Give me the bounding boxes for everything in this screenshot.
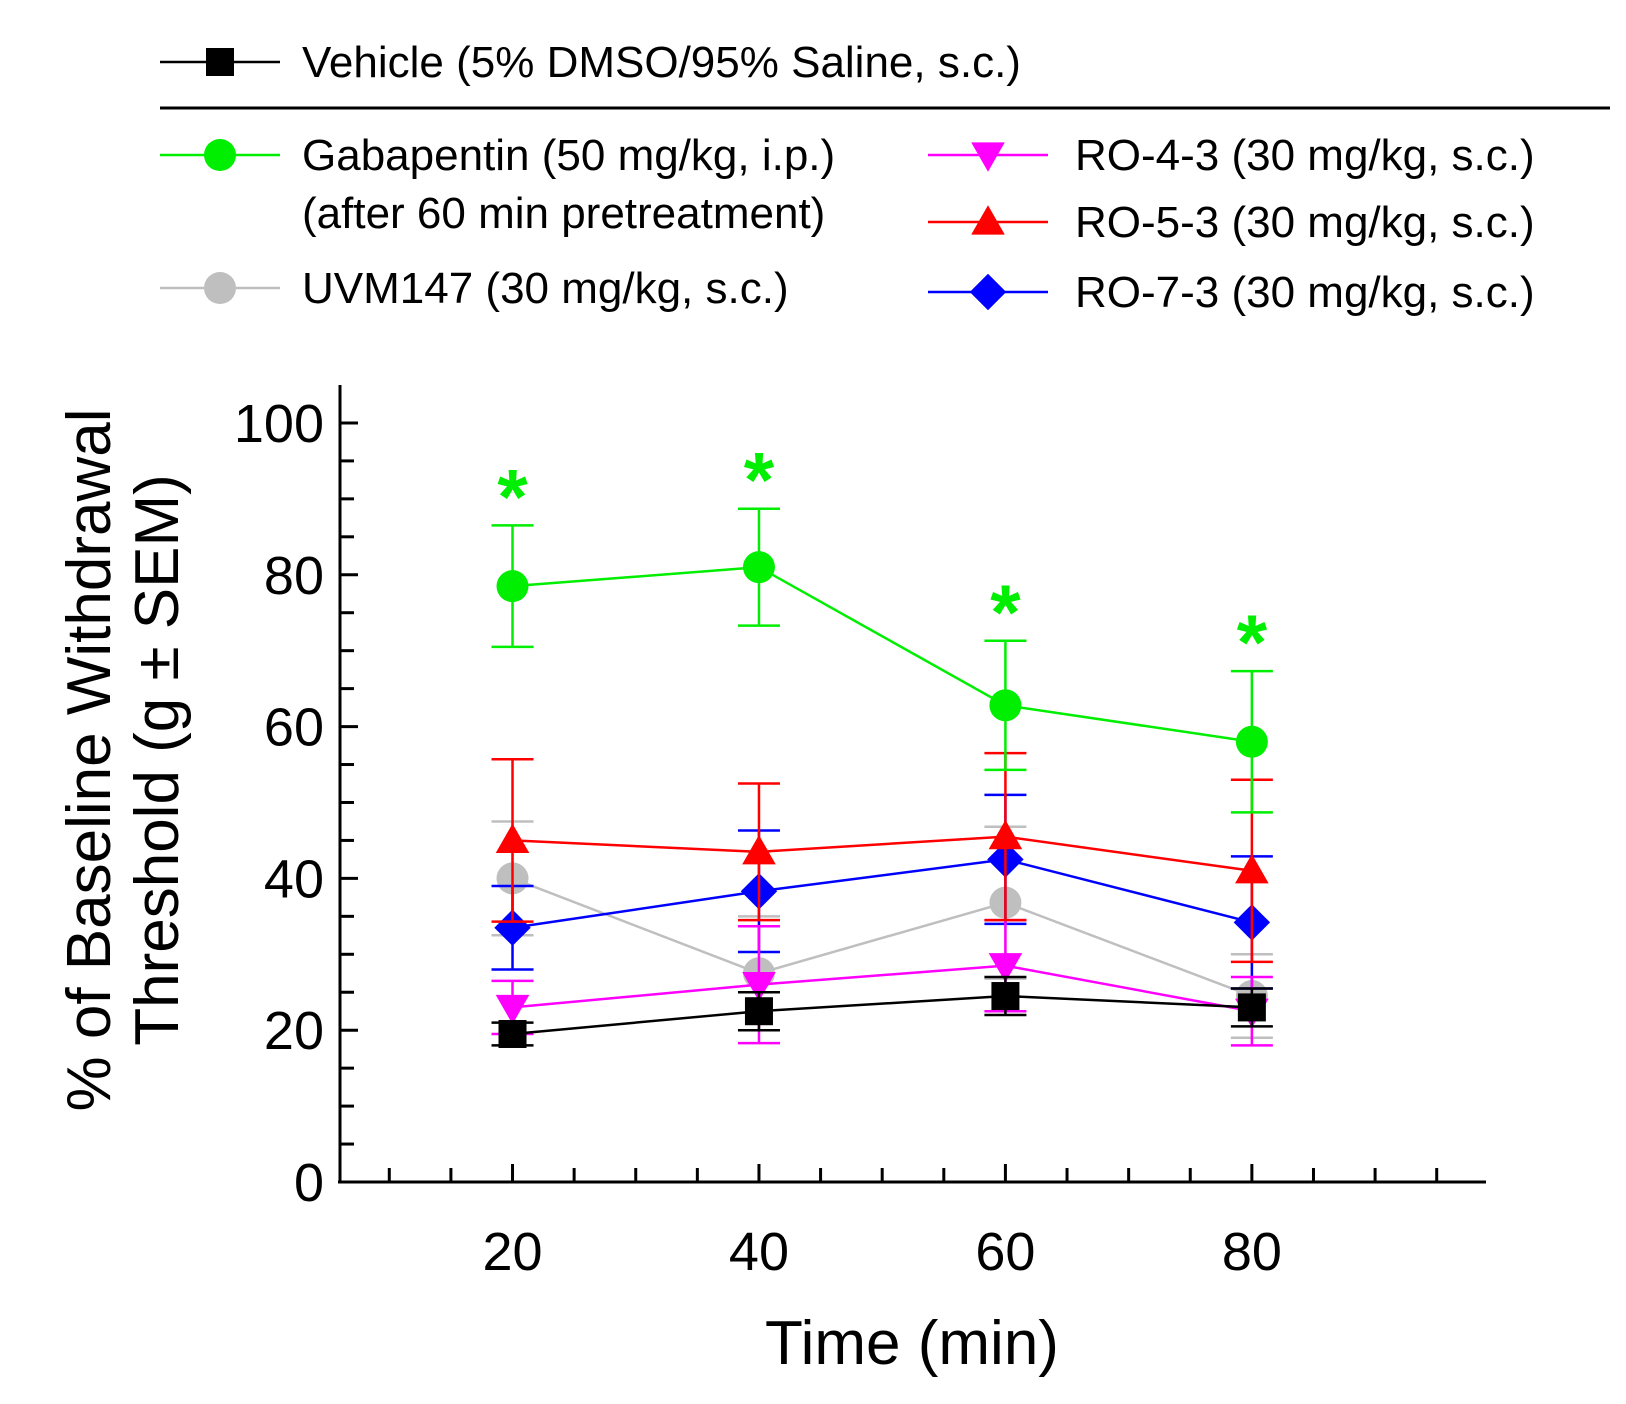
legend-label: Gabapentin (50 mg/kg, i.p.) — [302, 131, 835, 180]
data-point — [991, 982, 1020, 1011]
x-tick-label: 40 — [729, 1222, 789, 1282]
legend-item-uvm147: UVM147 (30 mg/kg, s.c.) — [160, 264, 789, 313]
x-axis-title: Time (min) — [765, 1309, 1059, 1378]
x-tick-label: 60 — [975, 1222, 1035, 1282]
series-line-ro53 — [512, 835, 1253, 873]
legend-label: Vehicle (5% DMSO/95% Saline, s.c.) — [302, 38, 1021, 87]
data-point — [742, 551, 775, 584]
y-tick-label: 60 — [264, 698, 324, 758]
data-point — [1237, 993, 1266, 1022]
legend-marker — [204, 272, 236, 304]
series-line-uvm147 — [512, 877, 1253, 998]
legend-label: UVM147 (30 mg/kg, s.c.) — [302, 264, 789, 313]
significance-marker: * — [497, 452, 528, 540]
data-point — [495, 994, 530, 1025]
legend-marker — [206, 48, 234, 76]
data-point — [1235, 725, 1268, 758]
x-ticks: 20 40 60 80 — [387, 1164, 1439, 1282]
data-point — [496, 570, 529, 603]
series-uvm147 — [491, 820, 1273, 1040]
data-point — [744, 997, 773, 1026]
legend-item-gabapentin: Gabapentin (50 mg/kg, i.p.) (after 60 min… — [160, 131, 835, 238]
y-ticks: 0 20 40 60 80 100 — [234, 394, 358, 1213]
y-tick-label: 100 — [234, 394, 324, 454]
data-point — [1235, 853, 1269, 884]
legend-item-vehicle: Vehicle (5% DMSO/95% Saline, s.c.) — [160, 38, 1021, 87]
significance-marker: * — [1237, 598, 1268, 686]
legend: Vehicle (5% DMSO/95% Saline, s.c.) Gabape… — [160, 38, 1535, 317]
significance-marker: * — [990, 568, 1021, 656]
data-point — [988, 819, 1023, 850]
legend-item-ro53: RO-5-3 (30 mg/kg, s.c.) — [928, 198, 1535, 247]
legend-label-line2: (after 60 min pretreatment) — [302, 189, 825, 238]
series-vehicle — [491, 975, 1273, 1048]
legend-label: RO-7-3 (30 mg/kg, s.c.) — [1075, 268, 1535, 317]
legend-label: RO-5-3 (30 mg/kg, s.c.) — [1075, 198, 1535, 247]
series-line-vehicle — [512, 994, 1252, 1036]
y-axis-title-line2: Threshold (g ± SEM) — [123, 474, 192, 1046]
data-point — [988, 953, 1023, 983]
legend-marker — [204, 139, 236, 171]
data-point — [989, 689, 1022, 722]
x-tick-label: 20 — [482, 1222, 542, 1282]
legend-marker — [971, 142, 1005, 172]
series-line-gabapentin — [512, 565, 1253, 743]
data-point — [495, 823, 530, 854]
y-tick-label: 20 — [264, 1001, 324, 1061]
data-point — [742, 835, 776, 865]
y-tick-label: 80 — [264, 546, 324, 606]
legend-marker — [969, 273, 1007, 311]
legend-marker — [971, 205, 1005, 235]
x-tick-label: 80 — [1222, 1222, 1282, 1282]
series-line-ro73 — [512, 858, 1253, 929]
legend-item-ro73: RO-7-3 (30 mg/kg, s.c.) — [928, 268, 1535, 317]
legend-label: RO-4-3 (30 mg/kg, s.c.) — [1075, 131, 1535, 180]
data-point — [742, 972, 776, 1002]
series-line-ro43 — [512, 964, 1253, 1013]
data-point — [498, 1019, 527, 1048]
significance-marker: * — [744, 436, 775, 524]
y-axis-title: % of Baseline Withdrawal — [55, 409, 124, 1112]
series-ro43 — [491, 918, 1273, 1047]
data-point — [494, 909, 531, 946]
series-layer: * * * * — [491, 436, 1273, 1048]
series-gabapentin: * * * * — [491, 436, 1273, 814]
legend-item-ro43: RO-4-3 (30 mg/kg, s.c.) — [928, 131, 1535, 180]
series-ro53 — [491, 751, 1273, 964]
y-tick-label: 0 — [294, 1153, 324, 1213]
plot-area: 0 20 40 60 80 100 20 40 60 80 * * * * — [234, 385, 1486, 1282]
y-tick-label: 40 — [264, 849, 324, 909]
